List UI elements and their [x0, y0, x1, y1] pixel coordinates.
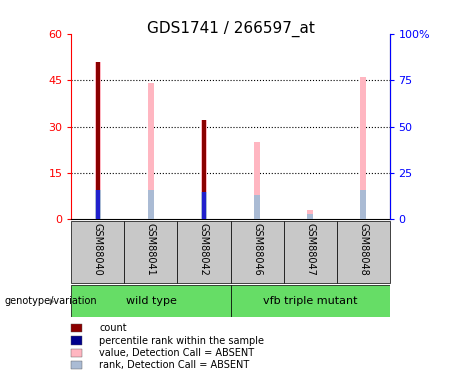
Bar [230, 285, 390, 317]
Bar [177, 221, 230, 283]
Bar [254, 142, 260, 219]
Bar [361, 190, 366, 219]
Text: genotype/variation: genotype/variation [5, 297, 97, 306]
Bar [148, 190, 154, 219]
Bar [307, 214, 313, 219]
Bar [95, 62, 101, 219]
Bar [202, 192, 206, 219]
Bar [230, 221, 284, 283]
Bar [71, 285, 230, 317]
Bar [202, 120, 206, 219]
Text: GSM88046: GSM88046 [252, 223, 262, 276]
Bar [96, 62, 100, 219]
Bar [307, 210, 313, 219]
Text: GSM88048: GSM88048 [358, 223, 368, 276]
Bar [254, 195, 260, 219]
Text: GSM88042: GSM88042 [199, 223, 209, 276]
Bar [96, 190, 100, 219]
Text: count: count [99, 323, 127, 333]
Bar [71, 221, 124, 283]
Text: value, Detection Call = ABSENT: value, Detection Call = ABSENT [99, 348, 254, 358]
Bar [201, 192, 207, 219]
Text: GDS1741 / 266597_at: GDS1741 / 266597_at [147, 21, 314, 37]
Text: wild type: wild type [125, 296, 177, 306]
Text: GSM88040: GSM88040 [93, 223, 103, 276]
Bar [124, 221, 177, 283]
Polygon shape [50, 298, 54, 305]
Text: GSM88041: GSM88041 [146, 223, 156, 276]
Bar [95, 190, 100, 219]
Bar [360, 77, 366, 219]
Bar [148, 83, 154, 219]
Bar [337, 221, 390, 283]
Text: vfb triple mutant: vfb triple mutant [263, 296, 357, 306]
Text: GSM88047: GSM88047 [305, 223, 315, 276]
Text: rank, Detection Call = ABSENT: rank, Detection Call = ABSENT [99, 360, 249, 370]
Bar [201, 120, 207, 219]
Bar [284, 221, 337, 283]
Text: percentile rank within the sample: percentile rank within the sample [99, 336, 264, 345]
